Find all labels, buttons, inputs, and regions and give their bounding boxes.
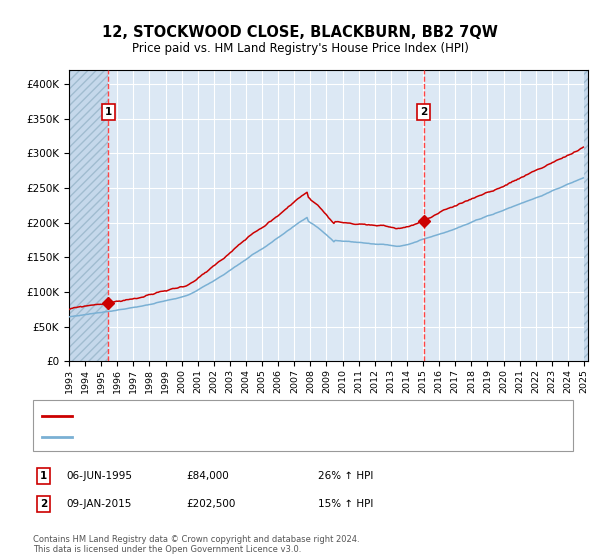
Text: 1: 1 — [104, 106, 112, 116]
Bar — [584, 70, 588, 361]
Text: 12, STOCKWOOD CLOSE, BLACKBURN, BB2 7QW (detached house): 12, STOCKWOOD CLOSE, BLACKBURN, BB2 7QW … — [78, 410, 410, 421]
Text: 2: 2 — [40, 499, 47, 509]
Text: 09-JAN-2015: 09-JAN-2015 — [66, 499, 131, 509]
Bar — [584, 70, 588, 361]
Text: £202,500: £202,500 — [186, 499, 235, 509]
Text: Contains HM Land Registry data © Crown copyright and database right 2024.
This d: Contains HM Land Registry data © Crown c… — [33, 535, 359, 554]
Bar — [69, 70, 108, 361]
Bar — [69, 70, 108, 361]
Text: 15% ↑ HPI: 15% ↑ HPI — [318, 499, 373, 509]
Text: Price paid vs. HM Land Registry's House Price Index (HPI): Price paid vs. HM Land Registry's House … — [131, 42, 469, 55]
Text: HPI: Average price, detached house, Blackburn with Darwen: HPI: Average price, detached house, Blac… — [78, 432, 379, 442]
Text: 26% ↑ HPI: 26% ↑ HPI — [318, 471, 373, 481]
Text: 1: 1 — [40, 471, 47, 481]
Text: 12, STOCKWOOD CLOSE, BLACKBURN, BB2 7QW: 12, STOCKWOOD CLOSE, BLACKBURN, BB2 7QW — [102, 25, 498, 40]
Text: 2: 2 — [420, 106, 427, 116]
Text: £84,000: £84,000 — [186, 471, 229, 481]
Text: 06-JUN-1995: 06-JUN-1995 — [66, 471, 132, 481]
